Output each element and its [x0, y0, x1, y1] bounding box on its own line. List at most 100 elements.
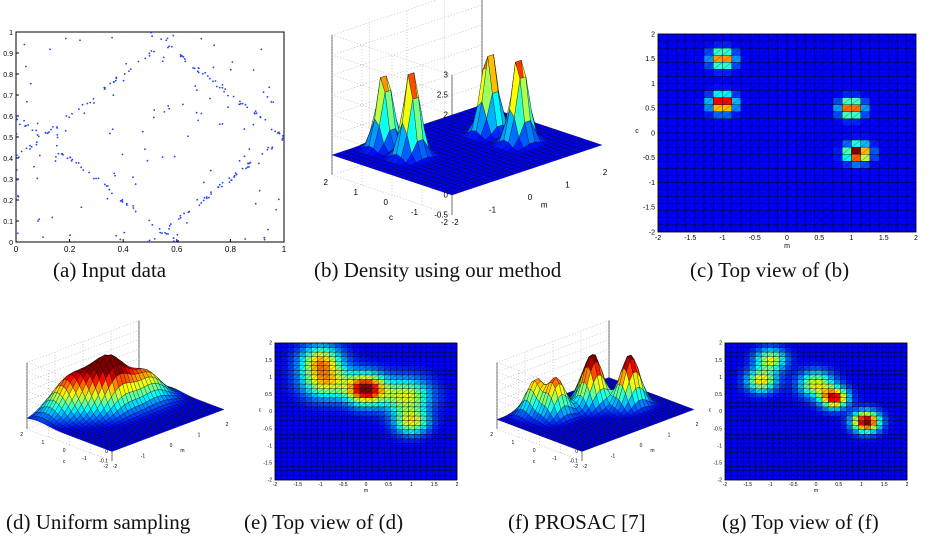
cell-diagonal: [390, 420, 397, 426]
data-point: [223, 90, 226, 93]
data-point: [278, 132, 281, 135]
cell-diagonal: [703, 111, 714, 119]
cell-diagonal: [805, 189, 815, 197]
cell-diagonal: [906, 118, 917, 127]
cell-diagonal: [851, 83, 861, 91]
data-point: [153, 50, 155, 53]
data-point: [15, 154, 18, 157]
cell-diagonal: [888, 76, 898, 84]
cell-diagonal: [329, 434, 336, 439]
data-point: [245, 167, 247, 170]
cell-diagonal: [722, 196, 732, 204]
cell-diagonal: [335, 379, 342, 385]
noise-point: [123, 231, 126, 234]
cell-diagonal: [414, 397, 421, 403]
cell-diagonal: [347, 365, 354, 371]
cell-diagonal: [390, 384, 397, 389]
cell-diagonal: [402, 397, 409, 403]
cell-diagonal: [685, 210, 695, 218]
cell-diagonal: [703, 90, 714, 98]
data-point: [78, 108, 80, 111]
cell-diagonal: [786, 182, 797, 190]
cell-diagonal: [293, 434, 300, 439]
noise-point: [231, 61, 234, 63]
cell-diagonal: [667, 132, 677, 141]
cell-diagonal: [402, 352, 409, 357]
cell-diagonal: [906, 69, 917, 77]
cell-diagonal: [317, 411, 324, 417]
cell-diagonal: [897, 90, 907, 98]
cell-diagonal: [814, 175, 824, 183]
cell-diagonal: [777, 189, 788, 197]
cell-diagonal: [796, 139, 806, 148]
cell-diagonal: [353, 397, 361, 403]
noise-point: [194, 85, 197, 88]
cell-diagonal: [823, 203, 834, 211]
cell-diagonal: [888, 168, 898, 176]
cell-diagonal: [823, 118, 834, 127]
cell-diagonal: [814, 161, 824, 169]
cell-diagonal: [274, 406, 282, 412]
x-tick-label: -1: [489, 206, 497, 215]
cell-diagonal: [390, 370, 397, 376]
cell-diagonal: [299, 443, 306, 449]
cell-diagonal: [347, 447, 354, 453]
cell-diagonal: [694, 189, 705, 197]
data-point: [132, 204, 134, 207]
cell-diagonal: [438, 388, 445, 394]
noise-point: [252, 123, 255, 126]
cell-diagonal: [657, 203, 668, 211]
data-point: [224, 88, 227, 91]
cell-diagonal: [274, 438, 282, 444]
cell-diagonal: [851, 132, 861, 141]
cell-diagonal: [347, 347, 354, 353]
cell-diagonal: [860, 224, 871, 233]
cell-diagonal: [768, 189, 778, 197]
cell-diagonal: [450, 438, 458, 444]
cell-diagonal: [317, 402, 324, 408]
cell-diagonal: [713, 196, 723, 204]
cell-diagonal: [740, 196, 751, 204]
cell-diagonal: [786, 83, 797, 91]
cell-diagonal: [432, 352, 439, 357]
cell-diagonal: [703, 196, 714, 204]
cell-diagonal: [722, 62, 732, 70]
cell-diagonal: [851, 224, 861, 233]
cell-diagonal: [353, 342, 361, 348]
cell-diagonal: [335, 361, 342, 366]
cell-diagonal: [851, 175, 861, 183]
cell-diagonal: [365, 342, 373, 348]
cell-diagonal: [426, 434, 433, 439]
cell-diagonal: [869, 90, 880, 98]
cell-diagonal: [703, 97, 714, 105]
noise-point: [167, 105, 170, 107]
cell-diagonal: [740, 175, 751, 183]
cell-diagonal: [685, 97, 695, 105]
cell-diagonal: [323, 384, 330, 389]
cell-diagonal: [731, 76, 742, 84]
cell-diagonal: [814, 40, 824, 49]
cell-diagonal: [685, 55, 695, 63]
cell-diagonal: [759, 83, 769, 91]
noise-point: [54, 160, 57, 162]
cell-diagonal: [906, 111, 917, 119]
cell-diagonal: [657, 210, 668, 218]
cell-diagonal: [897, 104, 907, 112]
cell-diagonal: [703, 147, 714, 155]
cell-diagonal: [365, 356, 373, 362]
cell-diagonal: [420, 361, 427, 366]
cell-diagonal: [420, 388, 427, 394]
y-tick-label: 0: [651, 130, 655, 137]
cell-diagonal: [823, 104, 834, 112]
cell-diagonal: [851, 154, 861, 162]
cell-diagonal: [323, 347, 330, 353]
cell-diagonal: [750, 210, 760, 218]
cell-diagonal: [371, 434, 379, 439]
cell-diagonal: [676, 161, 686, 169]
cell-diagonal: [786, 217, 797, 226]
cell-diagonal: [293, 411, 300, 417]
cell-diagonal: [384, 429, 391, 435]
cell-diagonal: [897, 40, 907, 49]
cell-diagonal: [426, 384, 433, 389]
cell-diagonal: [365, 438, 373, 444]
